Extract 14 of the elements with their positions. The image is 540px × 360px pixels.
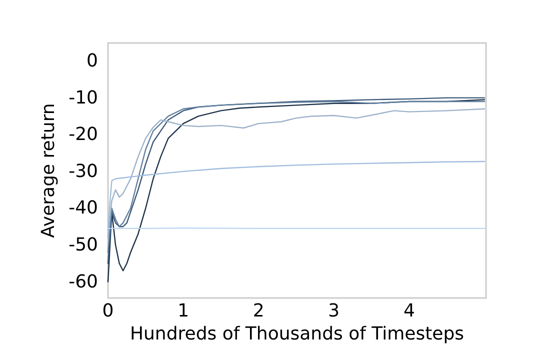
y-tick-label: -40: [68, 198, 98, 219]
y-axis-title: Average return: [38, 103, 60, 238]
x-tick-label: 1: [178, 300, 190, 322]
y-tick-label: -30: [68, 160, 98, 182]
y-tick-label: -20: [68, 124, 98, 146]
x-tick-label: 4: [403, 300, 415, 322]
x-tick-label: 2: [252, 300, 264, 322]
x-tick-label: 0: [102, 300, 114, 322]
x-tick-label: 3: [328, 300, 340, 322]
y-tick-label: -10: [68, 87, 98, 108]
y-tick-label: -60: [68, 271, 98, 292]
y-tick-label: -50: [68, 234, 98, 256]
y-tick-label: 0: [86, 50, 98, 72]
x-axis-title: Hundreds of Thousands of Timesteps: [130, 323, 464, 344]
